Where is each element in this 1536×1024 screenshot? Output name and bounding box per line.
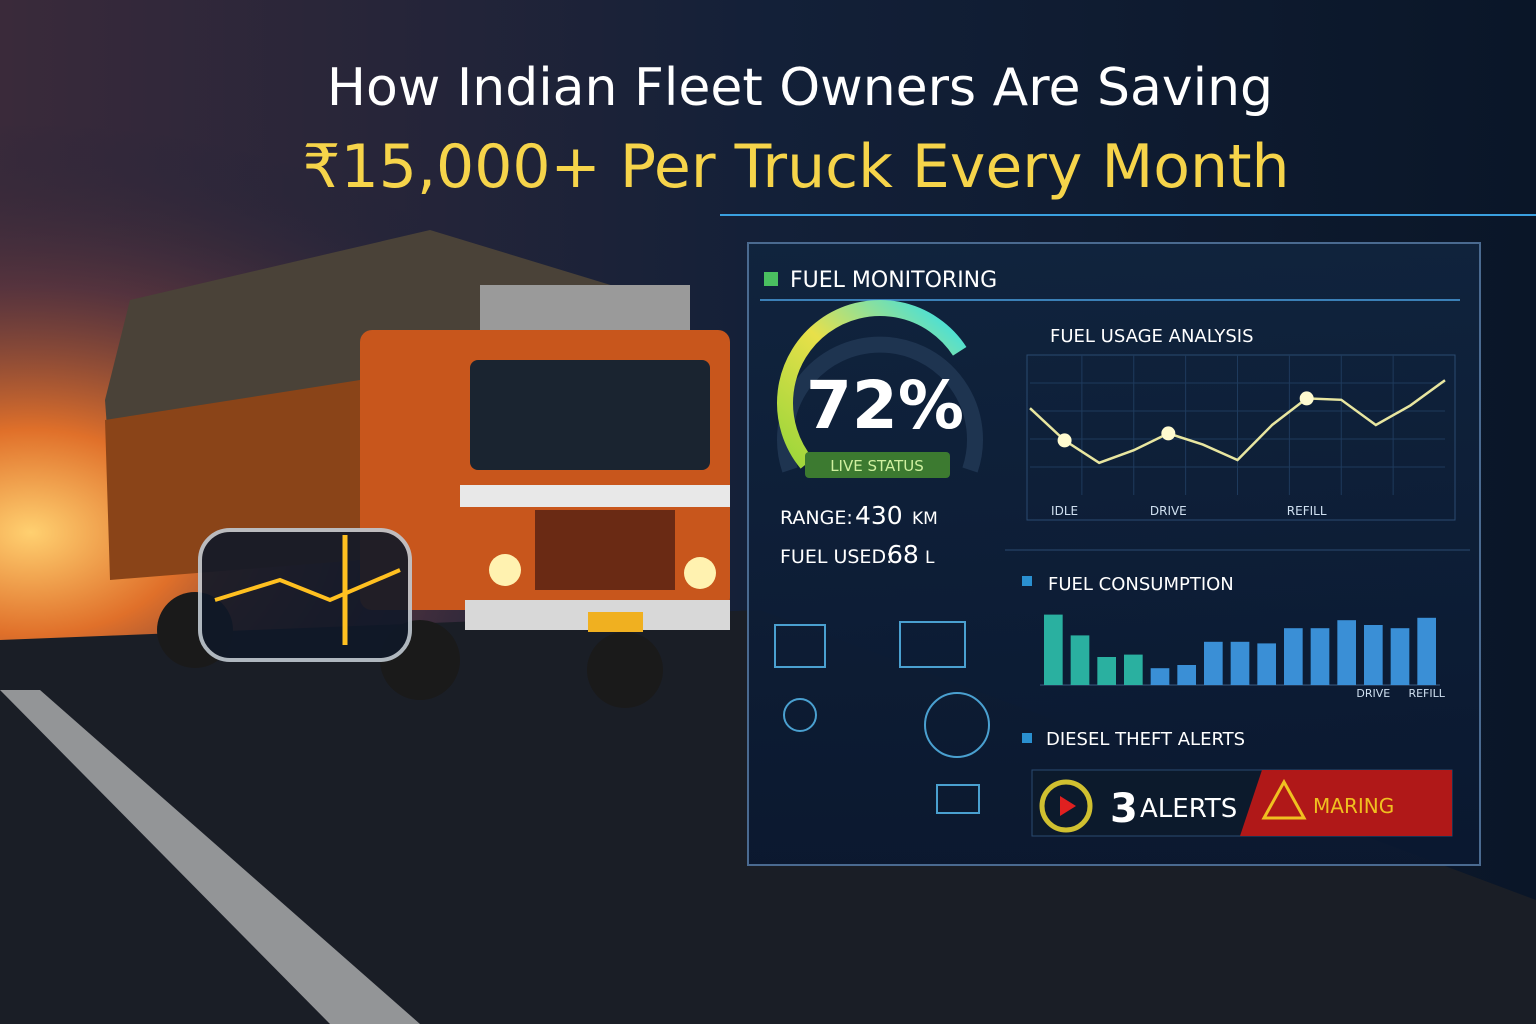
bar <box>1124 654 1143 685</box>
bar <box>1337 620 1356 685</box>
bar <box>1177 665 1196 685</box>
panel-title: FUEL MONITORING <box>790 268 997 293</box>
gauge-label: 72% <box>806 367 964 444</box>
x-label: DRIVE <box>1150 504 1187 518</box>
bar <box>1097 657 1116 685</box>
x-label: IDLE <box>1051 504 1078 518</box>
alert-count: 3 <box>1110 786 1138 832</box>
consumption-title: FUEL CONSUMPTION <box>1048 574 1234 595</box>
bar <box>1417 617 1436 685</box>
used-unit: L <box>925 548 935 568</box>
x-label: REFILL <box>1408 687 1445 700</box>
x-label: DRIVE <box>1356 687 1390 700</box>
bar <box>1070 635 1090 685</box>
alert-label: ALERTS <box>1140 794 1237 824</box>
usage-title: FUEL USAGE ANALYSIS <box>1050 326 1254 347</box>
x-label: REFILL <box>1287 504 1327 518</box>
bullet <box>1022 733 1032 743</box>
alerts-title: DIESEL THEFT ALERTS <box>1046 729 1245 750</box>
status-text: LIVE STATUS <box>830 457 924 475</box>
bar <box>1230 641 1250 685</box>
check-icon <box>764 272 778 286</box>
bar <box>1204 641 1223 685</box>
usage-frame <box>1026 354 1456 521</box>
warning-icon <box>1261 778 1307 820</box>
bar <box>1310 628 1330 685</box>
gauge-arc <box>777 300 967 469</box>
range-unit: KM <box>912 509 938 529</box>
status-badge <box>805 452 950 478</box>
title-line-1: How Indian Fleet Owners Are Saving <box>327 58 1273 118</box>
bar <box>1257 643 1276 685</box>
bar <box>1044 614 1063 685</box>
usage-point <box>1299 391 1314 406</box>
usage-point <box>1161 426 1176 441</box>
usage-point <box>1057 433 1072 448</box>
road-line <box>0 690 420 1024</box>
bar <box>1284 628 1303 685</box>
alert-icon <box>1039 779 1093 833</box>
title-line-2: ₹15,000+ Per Truck Every Month <box>302 132 1289 202</box>
range-label: RANGE: <box>780 507 853 529</box>
alert-play <box>1060 796 1076 816</box>
icons <box>774 621 990 814</box>
bar <box>1390 628 1410 685</box>
bullet <box>1022 576 1032 586</box>
warning-text: MARING <box>1313 794 1394 818</box>
bar <box>1150 668 1170 685</box>
bar <box>1364 625 1383 685</box>
range-value: 430 <box>855 501 903 530</box>
used-value: 68 <box>887 540 919 569</box>
used-label: FUEL USED: <box>780 546 892 568</box>
truck <box>105 230 730 708</box>
usage-line <box>1029 379 1446 465</box>
